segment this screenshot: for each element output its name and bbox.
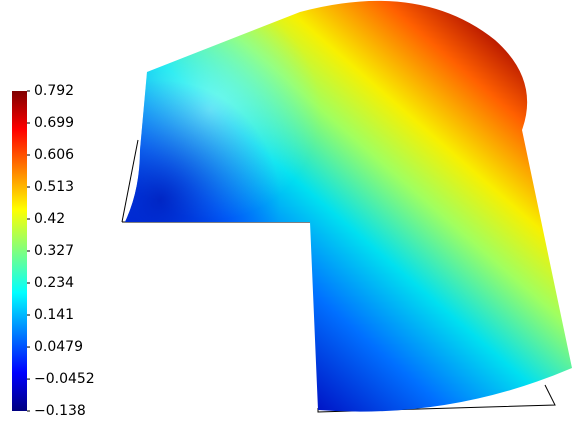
tick-label: 0.792	[34, 83, 74, 99]
tick-label: 0.327	[34, 243, 74, 259]
tick-label: −0.0452	[34, 371, 95, 387]
colorbar-ticks: 0.792 0.699 0.606 0.513 0.42 0.327 0.234 0.141 0…	[27, 83, 95, 419]
tick-label: 0.141	[34, 307, 74, 323]
tick-label: 0.606	[34, 147, 74, 163]
tick-label: 0.234	[34, 275, 74, 291]
surface-shade	[125, 0, 572, 412]
tick-label: 0.42	[34, 211, 65, 227]
tick-label: −0.138	[34, 403, 86, 419]
tick-label: 0.0479	[34, 339, 83, 355]
tick-label: 0.513	[34, 179, 74, 195]
tick-label: 0.699	[34, 115, 74, 131]
colorbar	[12, 91, 27, 411]
